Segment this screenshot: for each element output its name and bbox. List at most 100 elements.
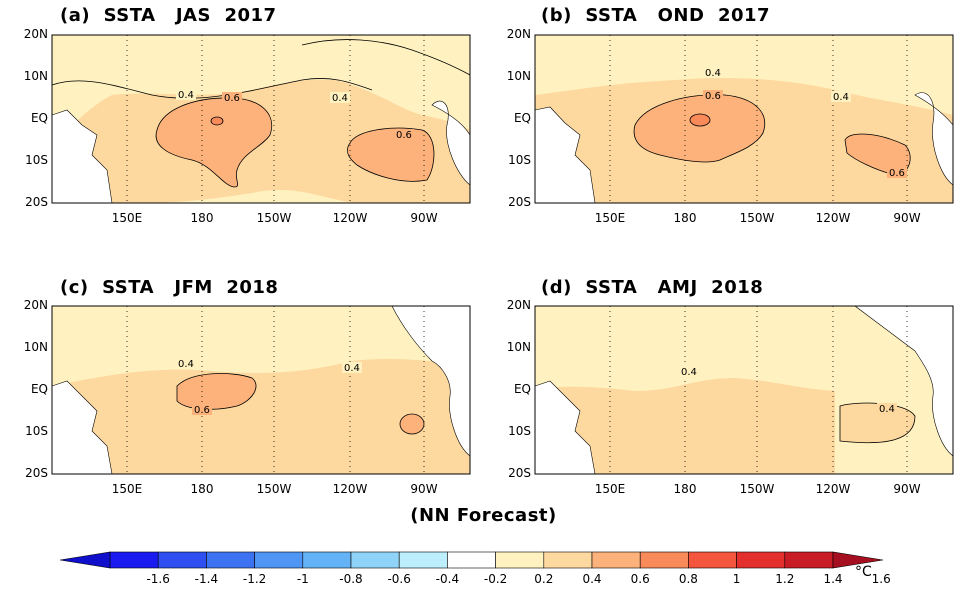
- x-tick-label: 180: [190, 211, 214, 225]
- y-tick-label: 20N: [506, 298, 531, 312]
- y-tick-label: 20S: [508, 466, 531, 480]
- contour-label: 0.4: [879, 404, 895, 415]
- x-tick-label: 150W: [256, 482, 292, 496]
- y-tick-label: 20N: [506, 27, 531, 41]
- colorbar-tick-label: -1.2: [242, 572, 267, 586]
- map-d: 0.4 0.4: [534, 305, 954, 475]
- colorbar-swatch: [495, 551, 545, 569]
- colorbar-swatch: [639, 551, 689, 569]
- panel-b: (b) SSTA OND 2017: [483, 5, 953, 245]
- map-a: 0.4 0.6 0.4 0.6: [51, 34, 471, 204]
- colorbar-tick-label: -1.4: [194, 572, 219, 586]
- x-tick-label: 150E: [111, 211, 143, 225]
- map-b: 0.4 0.6 0.4 0.6: [534, 34, 954, 204]
- y-tick-label: 10N: [23, 340, 48, 354]
- contour-label: 0.4: [681, 367, 697, 378]
- colorbar-tick-label: -0.4: [435, 572, 460, 586]
- y-tick-label: EQ: [30, 111, 48, 125]
- y-tick-label: 20N: [23, 298, 48, 312]
- y-tick-label: EQ: [513, 111, 531, 125]
- colorbar-swatch: [543, 551, 593, 569]
- colorbar-swatch: [206, 551, 255, 569]
- x-tick-label: 180: [673, 211, 697, 225]
- contour-label: 0.4: [332, 93, 348, 104]
- contour-label: 0.6: [396, 130, 412, 141]
- panel-a: (a) SSTA JAS 2017: [0, 5, 470, 245]
- colorbar-swatch: [398, 551, 448, 569]
- contour-label: 0.4: [178, 90, 194, 101]
- colorbar-tick-label: -0.2: [483, 572, 508, 586]
- colorbar-unit: °C: [855, 564, 872, 580]
- panel-c: (c) SSTA JFM 2018: [0, 277, 470, 517]
- colorbar-tick-label: -1.6: [146, 572, 170, 586]
- x-tick-label: 120W: [332, 211, 368, 225]
- colorbar-tick-label: 1: [732, 572, 741, 586]
- y-tick-label: 10S: [25, 153, 48, 167]
- colorbar-left-arrow: [59, 551, 111, 569]
- colorbar-tick-label: 0.2: [534, 572, 554, 586]
- colorbar-swatch: [688, 551, 737, 569]
- y-tick-label: 10S: [508, 153, 531, 167]
- x-tick-label: 150W: [739, 482, 775, 496]
- colorbar-tick-label: 0.8: [678, 572, 698, 586]
- colorbar-swatch: [447, 551, 496, 569]
- colorbar-swatch: [109, 551, 159, 569]
- contour-label: 0.4: [344, 363, 360, 374]
- x-tick-label: 90W: [893, 482, 921, 496]
- contour-label: 0.4: [705, 68, 721, 79]
- colorbar-tick-label: 1.4: [823, 572, 843, 586]
- colorbar-swatch: [254, 551, 304, 569]
- y-tick-label: EQ: [513, 382, 531, 396]
- contour-label: 0.6: [705, 91, 721, 102]
- panel-title: (a) SSTA JAS 2017: [60, 5, 277, 26]
- colorbar-swatch: [302, 551, 352, 569]
- x-tick-label: 150W: [256, 211, 292, 225]
- y-tick-label: 20S: [25, 195, 48, 209]
- colorbar-swatch: [784, 551, 834, 569]
- panel-title: (b) SSTA OND 2017: [541, 5, 771, 26]
- colorbar-svg: [59, 551, 884, 569]
- y-tick-label: 10N: [23, 69, 48, 83]
- map-panels-svg: 0.4 0.6 0.4 0.6 0.4 0.6 0.4 0.6: [51, 34, 954, 475]
- colorbar-swatch: [736, 551, 786, 569]
- y-tick-label: 20S: [25, 466, 48, 480]
- forecast-label: (NN Forecast): [410, 505, 557, 526]
- y-tick-label: 20N: [23, 27, 48, 41]
- x-tick-label: 150E: [111, 482, 143, 496]
- colorbar-tick-label: -0.6: [387, 572, 411, 586]
- land-americas: [431, 100, 471, 186]
- map-c: 0.4 0.4 0.6: [51, 305, 471, 475]
- contour-label: 0.6: [889, 168, 905, 179]
- colorbar-swatch: [591, 551, 641, 569]
- contour-label: 0.6: [224, 93, 240, 104]
- x-tick-label: 150E: [594, 482, 626, 496]
- panel-title: (d) SSTA AMJ 2018: [541, 277, 764, 298]
- colorbar-swatch: [157, 551, 207, 569]
- x-tick-label: 120W: [815, 482, 851, 496]
- x-tick-label: 90W: [893, 211, 921, 225]
- x-tick-label: 180: [673, 482, 697, 496]
- colorbar-tick-label: -0.8: [339, 572, 363, 586]
- contour-label: 0.6: [194, 405, 210, 416]
- x-tick-label: 150W: [739, 211, 775, 225]
- colorbar-tick-label: 0.6: [630, 572, 650, 586]
- y-tick-label: 20S: [508, 195, 531, 209]
- panel-d: (d) SSTA AMJ 2018: [483, 277, 953, 517]
- y-tick-label: 10S: [508, 424, 531, 438]
- y-tick-label: 10S: [25, 424, 48, 438]
- contour-band-06: [346, 127, 435, 182]
- x-tick-label: 90W: [410, 482, 438, 496]
- contour-label: 0.4: [178, 359, 194, 370]
- colorbar-tick-label: 1.2: [775, 572, 795, 586]
- y-tick-label: 10N: [506, 340, 531, 354]
- colorbar-tick-label: -1: [296, 572, 309, 586]
- panel-title: (c) SSTA JFM 2018: [60, 277, 279, 298]
- colorbar-swatch: [350, 551, 400, 569]
- colorbar: -1.6 -1.4 -1.2 -1 -0.8 -0.6 -0.4 -0.2 0.2 0.4 0.6 0…: [0, 548, 967, 603]
- x-tick-label: 120W: [332, 482, 368, 496]
- x-tick-label: 120W: [815, 211, 851, 225]
- colorbar-right-arrow: [832, 551, 884, 569]
- y-tick-label: 10N: [506, 69, 531, 83]
- contour-band-08: [210, 116, 224, 126]
- y-tick-label: EQ: [30, 382, 48, 396]
